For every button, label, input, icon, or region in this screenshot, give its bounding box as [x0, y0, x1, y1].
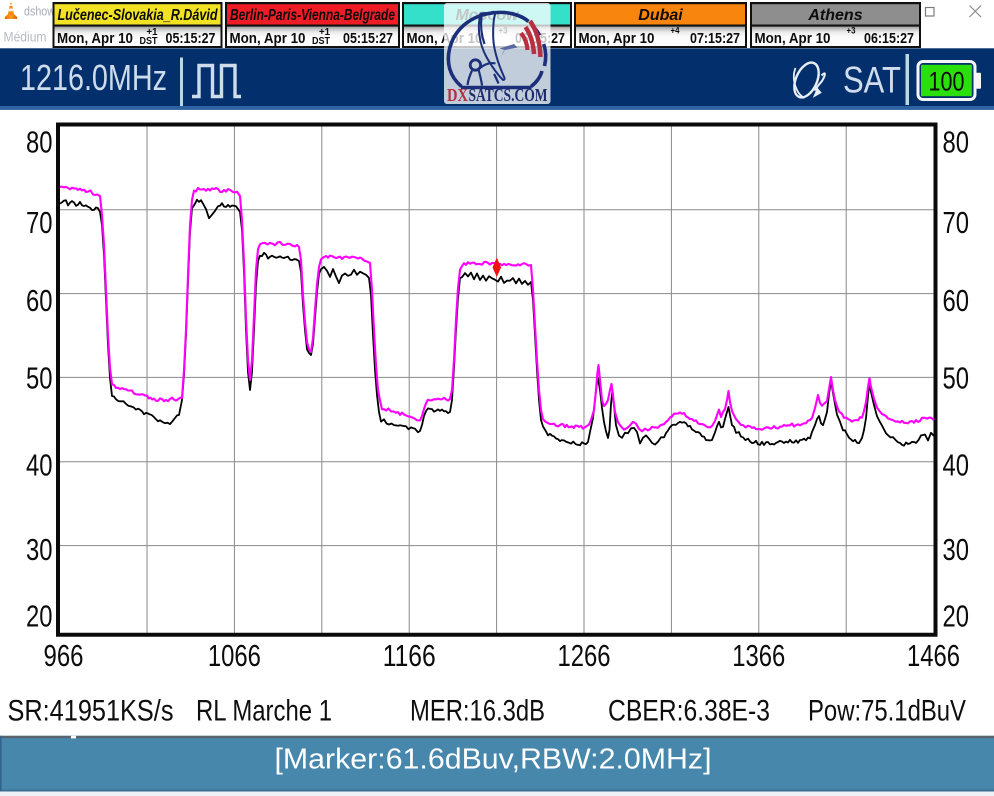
svg-text:05:15:27: 05:15:27: [343, 30, 393, 47]
svg-text:MER:16.3dB: MER:16.3dB: [410, 695, 545, 728]
svg-text:Dubai: Dubai: [638, 7, 683, 24]
svg-text:+3: +3: [847, 26, 856, 37]
svg-text:Pow:75.1dBuV: Pow:75.1dBuV: [808, 695, 966, 728]
svg-text:Lučenec-Slovakia_R.Dávid: Lučenec-Slovakia_R.Dávid: [58, 7, 218, 24]
svg-text:07:15:27: 07:15:27: [690, 30, 740, 47]
svg-text:RL Marche 1: RL Marche 1: [196, 695, 332, 728]
svg-text:30: 30: [943, 533, 970, 567]
svg-text:Mon, Apr 10: Mon, Apr 10: [57, 30, 133, 47]
svg-text:CBER:6.38E-3: CBER:6.38E-3: [608, 695, 770, 728]
svg-text:DX: DX: [447, 85, 468, 105]
svg-text:+1: +1: [319, 26, 330, 38]
svg-text:1466: 1466: [907, 639, 960, 673]
svg-text:40: 40: [943, 449, 970, 483]
svg-text:80: 80: [943, 126, 970, 160]
svg-text:70: 70: [943, 206, 970, 240]
svg-text:1166: 1166: [383, 639, 436, 673]
svg-text:70: 70: [26, 206, 53, 240]
svg-text:SATCS.COM: SATCS.COM: [469, 85, 548, 105]
svg-text:20: 20: [943, 600, 970, 634]
svg-text:+4: +4: [671, 26, 681, 37]
svg-text:966: 966: [44, 639, 84, 673]
svg-text:1066: 1066: [208, 639, 261, 673]
svg-text:80: 80: [26, 126, 53, 160]
svg-text:50: 50: [943, 362, 970, 396]
svg-text:Mon, Apr 10: Mon, Apr 10: [755, 30, 831, 47]
svg-text:40: 40: [26, 449, 53, 483]
svg-text:1366: 1366: [732, 639, 785, 673]
svg-text:100: 100: [929, 67, 965, 97]
svg-text:60: 60: [26, 284, 53, 318]
svg-text:[Marker:61.6dBuv,RBW:2.0MHz]: [Marker:61.6dBuv,RBW:2.0MHz]: [275, 744, 712, 776]
svg-text:Médium: Médium: [4, 30, 47, 45]
svg-text:05:15:27: 05:15:27: [166, 30, 216, 47]
svg-text:30: 30: [26, 533, 53, 567]
svg-text:Mon, Apr 10: Mon, Apr 10: [579, 30, 655, 47]
svg-text:SR:41951KS/s: SR:41951KS/s: [8, 695, 174, 728]
svg-text:20: 20: [26, 600, 53, 634]
svg-text:Mon, Apr 10: Mon, Apr 10: [230, 30, 306, 47]
svg-text:1266: 1266: [558, 639, 611, 673]
svg-text:1216.0MHz: 1216.0MHz: [20, 57, 167, 98]
svg-text:50: 50: [26, 362, 53, 396]
svg-text:DST: DST: [140, 35, 159, 47]
svg-text:DST: DST: [312, 35, 331, 47]
svg-text:60: 60: [943, 284, 970, 318]
svg-text:dshow: dshow: [24, 4, 56, 19]
svg-text:Berlin-Paris-Vienna-Belgrade: Berlin-Paris-Vienna-Belgrade: [230, 7, 395, 24]
svg-text:SAT: SAT: [843, 60, 901, 101]
svg-text:Athens: Athens: [807, 7, 862, 24]
svg-text:+1: +1: [147, 26, 158, 38]
svg-text:06:15:27: 06:15:27: [864, 30, 914, 47]
